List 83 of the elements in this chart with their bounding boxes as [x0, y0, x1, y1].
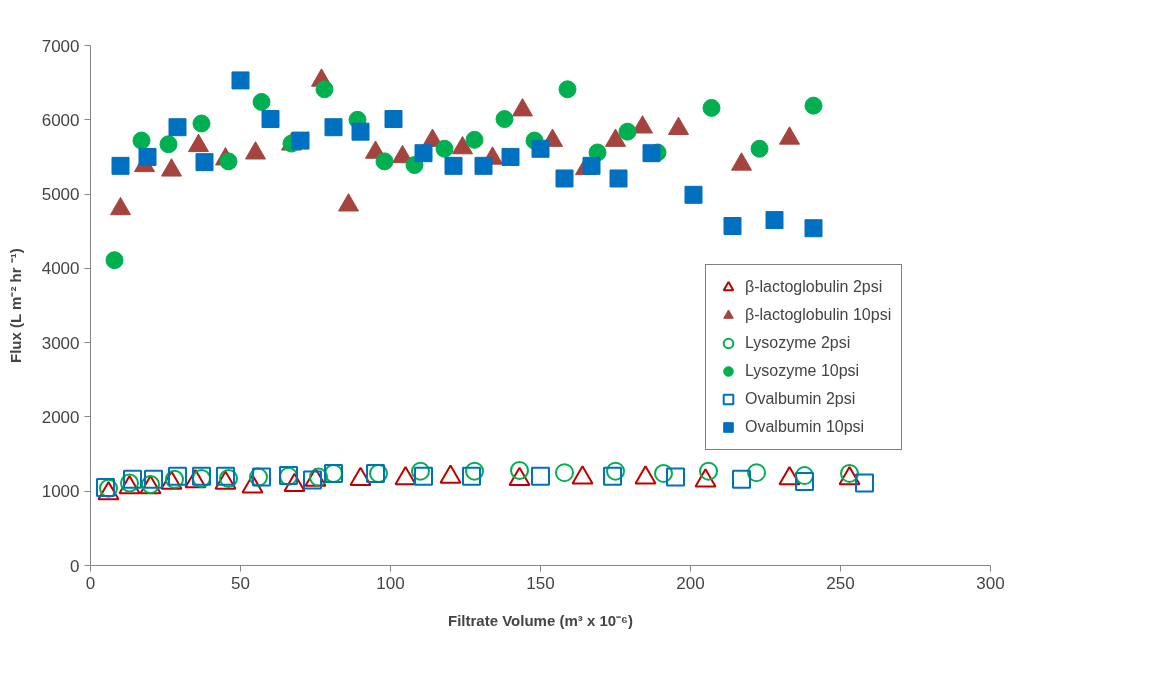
point [195, 153, 214, 172]
point [138, 147, 157, 166]
point [324, 118, 343, 137]
point [855, 473, 874, 493]
x-tick-label: 250 [826, 573, 855, 593]
y-tick-label: 0 [70, 556, 80, 576]
point [747, 463, 766, 483]
point [144, 469, 163, 489]
point [795, 472, 814, 492]
point [804, 96, 823, 115]
x-tick-label: 300 [976, 573, 1005, 593]
point [654, 463, 673, 483]
y-tick-label: 6000 [41, 110, 80, 130]
point [252, 92, 271, 111]
point [219, 152, 238, 171]
legend-label: Lysozyme 2psi [745, 334, 851, 352]
point [750, 139, 769, 158]
point [168, 118, 187, 137]
point [531, 466, 550, 486]
y-axis-title: Flux (L m⁻² hr ⁻¹) [6, 248, 24, 363]
point [804, 219, 823, 238]
x-tick-label: 0 [85, 573, 96, 593]
point [603, 466, 622, 486]
point [606, 461, 625, 481]
legend-label: Lysozyme 10psi [745, 362, 860, 380]
point [303, 470, 322, 490]
point [618, 122, 637, 141]
point [555, 463, 574, 483]
point [666, 467, 685, 487]
point [444, 156, 463, 175]
point [123, 469, 142, 489]
legend-label: Ovalbumin 10psi [745, 418, 865, 436]
point [702, 98, 721, 117]
point [261, 110, 280, 129]
x-tick-label: 150 [526, 573, 555, 593]
x-tick-label: 50 [231, 573, 250, 593]
point [159, 135, 178, 154]
x-axis-title: Filtrate Volume (m³ x 10⁻⁶) [448, 611, 633, 629]
point [501, 147, 520, 166]
point [684, 185, 703, 204]
point [411, 461, 430, 481]
point [732, 469, 751, 489]
point [609, 169, 628, 188]
legend-label: Ovalbumin 2psi [745, 390, 856, 408]
y-tick-label: 2000 [41, 407, 80, 427]
point [375, 152, 394, 171]
point [105, 251, 124, 270]
y-tick-label: 4000 [41, 259, 80, 279]
point [723, 217, 742, 236]
point [699, 461, 718, 481]
x-tick-label: 100 [376, 573, 405, 593]
point [414, 466, 433, 486]
point [231, 71, 250, 90]
point [558, 80, 577, 99]
y-tick-label: 7000 [41, 36, 80, 56]
y-tick-label: 5000 [41, 185, 80, 205]
point [309, 467, 328, 487]
y-tick-label: 3000 [41, 333, 80, 353]
point [582, 156, 601, 175]
point [495, 110, 514, 129]
point [351, 122, 370, 141]
point [132, 131, 151, 150]
point [465, 130, 484, 149]
point [474, 156, 493, 175]
point [291, 131, 310, 150]
point [192, 114, 211, 133]
point [462, 466, 481, 486]
point [111, 156, 130, 175]
point [414, 144, 433, 163]
legend-label: β-lactoglobulin 2psi [745, 278, 883, 296]
point [315, 80, 334, 99]
point [435, 139, 454, 158]
point [510, 460, 529, 480]
y-tick-label: 1000 [41, 482, 80, 502]
legend-label: β-lactoglobulin 10psi [745, 306, 892, 324]
point [555, 169, 574, 188]
point [642, 144, 661, 163]
point [465, 461, 484, 481]
x-tick-label: 200 [676, 573, 705, 593]
point [384, 110, 403, 129]
point [765, 211, 784, 230]
point [795, 466, 814, 486]
point [531, 139, 550, 158]
